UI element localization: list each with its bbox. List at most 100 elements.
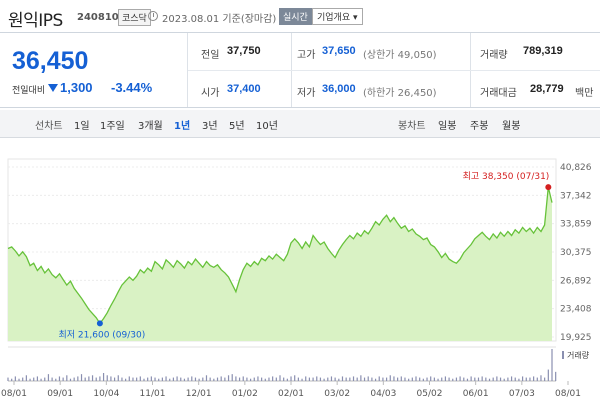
volume-bar <box>294 375 296 381</box>
volume-bar <box>110 376 112 381</box>
candle-weekly[interactable]: 주봉 <box>470 121 489 132</box>
corp-info-dropdown[interactable]: 기업개요 ▾ <box>312 8 363 25</box>
volume-bar <box>77 376 79 381</box>
volume-bar <box>544 377 546 381</box>
volume-bar <box>95 377 97 381</box>
period-1w[interactable]: 1주일 <box>100 121 125 132</box>
volume-bar <box>154 377 156 381</box>
candle-daily[interactable]: 일봉 <box>438 121 457 132</box>
volume-bar <box>283 377 285 381</box>
quote-summary: 36,450 전일대비 1,300 -3.44% 전일 37,750 고가 37… <box>0 32 600 108</box>
volume-bar <box>385 377 388 381</box>
volume-bar <box>161 377 163 381</box>
x-tick-label: 02/01 <box>278 389 304 399</box>
amount-unit: 백만 <box>575 88 594 99</box>
volume-bar <box>18 378 20 381</box>
volume-bar <box>132 377 134 381</box>
volume-bar <box>268 377 270 381</box>
high-annotation: 최고 38,350 (07/31) <box>463 171 550 182</box>
volume-bar <box>422 378 424 381</box>
volume-bar <box>102 373 105 381</box>
upper-limit: (상한가 49,050) <box>363 50 437 61</box>
line-chart-label: 선차트 <box>35 121 63 132</box>
volume-bar <box>36 376 39 381</box>
realtime-button[interactable]: 실시간 <box>279 8 312 25</box>
volume-bar <box>128 376 130 381</box>
volume-legend-label: 거래량 <box>567 350 590 360</box>
volume-bar <box>191 376 193 381</box>
volume-bar <box>529 377 531 381</box>
volume-bar <box>136 377 138 381</box>
volume-bar <box>125 378 127 381</box>
volume-bar <box>437 378 439 381</box>
volume-bar <box>84 377 86 381</box>
volume-bar <box>150 376 152 381</box>
volume-bar <box>444 376 447 381</box>
price-area <box>8 187 552 341</box>
volume-bar <box>158 378 160 381</box>
x-tick-label: 10/04 <box>93 389 119 399</box>
volume-bar <box>11 378 13 381</box>
period-10y[interactable]: 10년 <box>256 121 278 132</box>
volume-bar <box>356 377 358 381</box>
divider <box>187 33 188 107</box>
period-1d[interactable]: 1일 <box>74 121 90 132</box>
x-tick-label: 04/03 <box>370 389 396 399</box>
volume-bar <box>80 374 83 381</box>
volume-bar <box>257 376 259 381</box>
volume-bar <box>249 378 252 381</box>
volume-bar <box>378 376 380 381</box>
volume-bar <box>547 369 549 381</box>
volume-bar <box>143 378 145 381</box>
candle-monthly[interactable]: 월봉 <box>502 121 521 132</box>
volume-bar <box>459 376 461 381</box>
volume-bar <box>540 375 542 381</box>
market-badge: 코스닥 <box>118 9 151 26</box>
volume-bar <box>187 377 189 381</box>
volume-bar <box>485 377 487 381</box>
volume-bar <box>397 377 399 381</box>
volume-bar <box>198 378 200 381</box>
volume-bar <box>363 377 366 381</box>
y-tick-label: 26,892 <box>560 276 592 286</box>
low-marker <box>96 320 103 327</box>
volume-bar <box>238 377 241 381</box>
volume-bar <box>496 376 498 381</box>
period-3m[interactable]: 3개월 <box>138 121 163 132</box>
volume-bar <box>404 377 406 381</box>
volume-bar <box>341 376 344 381</box>
volume-bar <box>426 377 428 381</box>
price-chart: 19,925 23,408 26,892 30,375 33,859 37,342 40,8… <box>0 145 600 412</box>
volume-bar <box>227 375 230 381</box>
x-tick-label: 08/01 <box>1 389 27 399</box>
period-5y[interactable]: 5년 <box>229 121 245 132</box>
y-tick-label: 33,859 <box>560 220 592 230</box>
period-3y[interactable]: 3년 <box>202 121 218 132</box>
volume-bar <box>205 375 208 381</box>
down-arrow-icon <box>48 84 58 92</box>
volume-bar <box>51 377 53 381</box>
x-tick-label: 12/01 <box>186 389 212 399</box>
y-tick-label: 23,408 <box>560 305 592 315</box>
period-1y[interactable]: 1년 <box>174 121 191 132</box>
y-tick-label: 30,375 <box>560 248 592 258</box>
change-value: 1,300 <box>60 80 93 95</box>
stock-name: 원익IPS <box>8 11 63 31</box>
low-label: 저가 <box>297 88 316 99</box>
volume-bar <box>463 377 465 381</box>
volume-bar <box>382 377 384 381</box>
volume-bar <box>415 376 417 381</box>
volume-bar <box>499 377 502 381</box>
open-label: 시가 <box>201 88 220 99</box>
volume-bar <box>286 378 288 381</box>
volume-bar <box>99 376 101 381</box>
volume-bar <box>510 376 513 381</box>
volume-bar <box>235 376 237 381</box>
volume-bar <box>408 378 410 381</box>
volume-bar <box>202 377 204 381</box>
amount-label: 거래대금 <box>480 88 517 99</box>
x-tick-label: 07/03 <box>509 389 535 399</box>
volume-bar <box>275 377 277 381</box>
volume-bar <box>139 376 141 381</box>
volume-bar <box>533 376 535 381</box>
